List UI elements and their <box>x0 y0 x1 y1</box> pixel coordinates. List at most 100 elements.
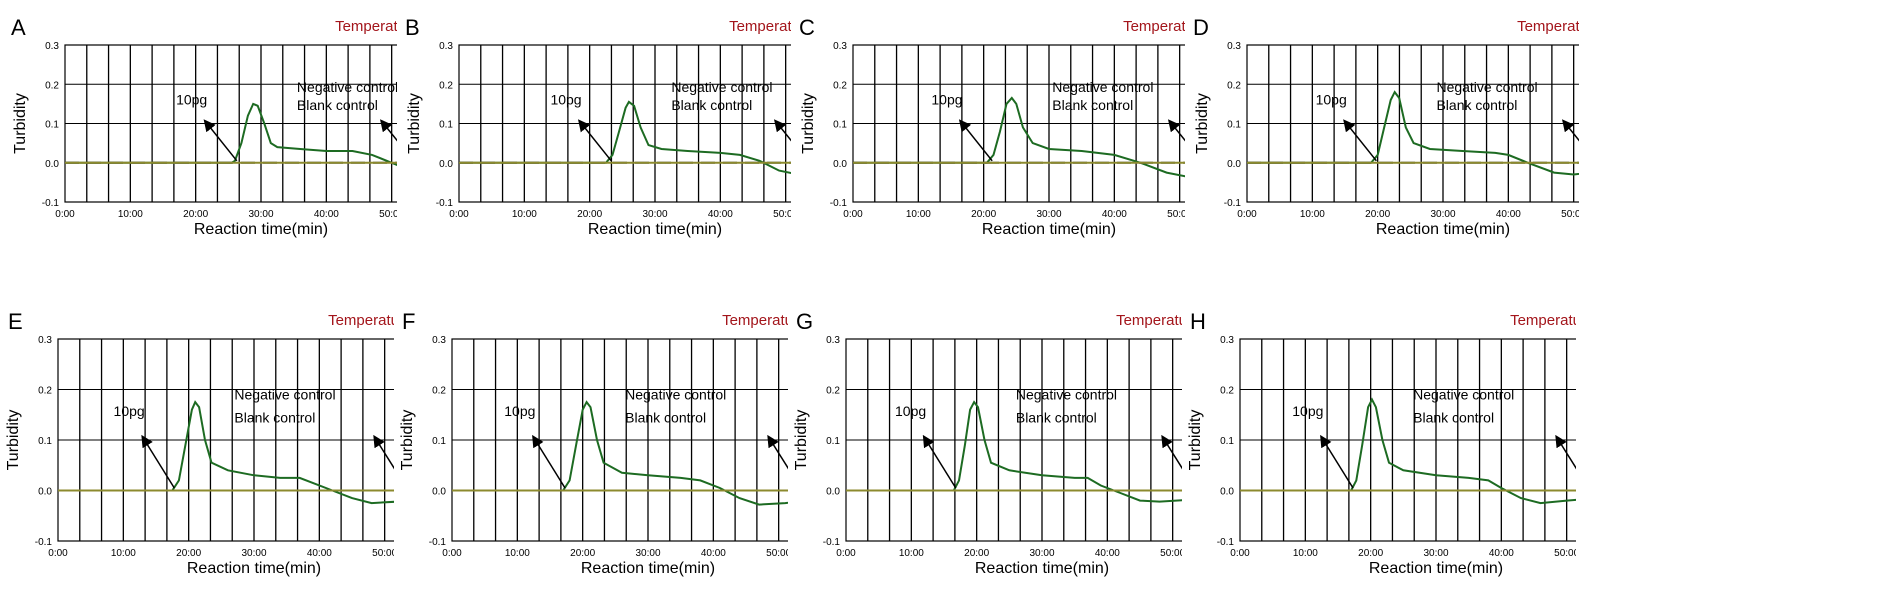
series-line-10pg <box>65 102 397 166</box>
x-tick-label: 30:00 <box>642 209 667 220</box>
x-tick-label: 10:00 <box>118 209 143 220</box>
x-tick-label: 50:00 <box>773 209 791 220</box>
chart-panel-g: G Temperature:67℃ 0.3 0.2 0.1 0.0 -0.10:00 10:0… <box>793 309 1182 577</box>
x-tick-label: 50:00 <box>379 209 397 220</box>
y-tick-label: -0.1 <box>436 198 454 209</box>
panel-letter: B <box>405 15 420 40</box>
y-tick-label: 0.0 <box>432 487 446 498</box>
panel-title: Temperature:63℃ <box>1123 18 1185 35</box>
panel-letter: G <box>796 309 813 334</box>
annotation-negative-control: Negative control <box>1052 79 1153 95</box>
y-tick-label: -0.1 <box>823 537 841 548</box>
x-tick-label: 10:00 <box>505 548 530 559</box>
y-tick-label: 0.1 <box>1220 436 1234 447</box>
annotation-negative-control: Negative control <box>297 79 397 95</box>
chart-panel-a: A Temperature:61℃ 0.3 0.2 0.1 0.0 -0.10:00 10:0… <box>11 15 397 238</box>
x-tick-label: 40:00 <box>708 209 733 220</box>
y-tick-label: 0.3 <box>439 41 453 52</box>
y-tick-label: -0.1 <box>35 537 53 548</box>
series-line-10pg <box>846 400 1182 503</box>
x-axis-label: Reaction time(min) <box>1376 221 1510 238</box>
x-tick-label: 10:00 <box>512 209 537 220</box>
annotation-blank-control: Blank control <box>625 409 706 425</box>
panel-title: Temperature:64℃ <box>1517 18 1579 35</box>
y-axis-label: Turbidity <box>399 410 416 471</box>
x-axis-label: Reaction time(min) <box>187 560 321 577</box>
x-tick-label: 20:00 <box>577 209 602 220</box>
y-tick-label: -0.1 <box>429 537 447 548</box>
y-tick-label: 0.2 <box>432 386 446 397</box>
x-tick-label: 0:00 <box>48 548 68 559</box>
x-axis-label: Reaction time(min) <box>581 560 715 577</box>
y-axis-label: Turbidity <box>800 93 817 154</box>
arrow-controls <box>773 119 791 142</box>
chart-panel-e: E Temperature:65℃ 0.3 0.2 0.1 0.0 -0.10:00 10:0… <box>5 309 394 577</box>
annotation-negative-control: Negative control <box>671 79 772 95</box>
series-line-10pg <box>58 400 394 505</box>
y-axis-label: Turbidity <box>1194 93 1211 154</box>
y-axis-label: Turbidity <box>1187 410 1204 471</box>
series-line-10pg <box>452 400 788 506</box>
x-tick-label: 10:00 <box>1293 548 1318 559</box>
annotation-10pg: 10pg <box>1316 92 1347 108</box>
panel-title: Temperature:68℃ <box>1510 312 1576 329</box>
annotation-negative-control: Negative control <box>625 387 726 403</box>
annotation-blank-control: Blank control <box>1052 97 1133 113</box>
chart-panel-h: H Temperature:68℃ 0.3 0.2 0.1 0.0 -0.10:00 10:0… <box>1187 309 1576 577</box>
y-axis-label: Turbidity <box>5 410 22 471</box>
y-tick-label: 0.1 <box>45 120 59 131</box>
annotation-negative-control: Negative control <box>1436 79 1537 95</box>
y-tick-label: 0.3 <box>826 335 840 346</box>
arrow-10pg <box>1343 119 1377 162</box>
arrow-controls <box>379 119 397 142</box>
panel-title: Temperature:62℃ <box>729 18 791 35</box>
panel-letter: E <box>8 309 23 334</box>
arrow-controls <box>1561 119 1579 142</box>
x-tick-label: 50:00 <box>372 548 394 559</box>
y-tick-label: 0.2 <box>45 80 59 91</box>
x-tick-label: 40:00 <box>701 548 726 559</box>
y-tick-label: 0.1 <box>38 436 52 447</box>
x-tick-label: 50:00 <box>1561 209 1579 220</box>
annotation-negative-control: Negative control <box>1016 387 1117 403</box>
x-tick-label: 0:00 <box>1230 548 1250 559</box>
arrow-10pg <box>922 434 957 489</box>
x-tick-label: 40:00 <box>1102 209 1127 220</box>
panel-letter: H <box>1190 309 1206 334</box>
x-tick-label: 10:00 <box>906 209 931 220</box>
x-tick-label: 30:00 <box>1029 548 1054 559</box>
x-tick-label: 0:00 <box>1237 209 1257 220</box>
x-tick-label: 20:00 <box>183 209 208 220</box>
annotation-10pg: 10pg <box>1292 403 1323 419</box>
y-tick-label: 0.0 <box>1220 487 1234 498</box>
annotation-10pg: 10pg <box>550 92 581 108</box>
x-tick-label: 50:00 <box>766 548 788 559</box>
y-tick-label: 0.0 <box>38 487 52 498</box>
series-line-10pg <box>853 96 1185 178</box>
arrow-controls <box>1167 119 1185 142</box>
y-axis-label: Turbidity <box>793 410 810 471</box>
x-tick-label: 30:00 <box>248 209 273 220</box>
annotation-10pg: 10pg <box>176 92 207 108</box>
arrow-controls <box>373 434 394 470</box>
annotation-10pg: 10pg <box>931 92 962 108</box>
x-axis-label: Reaction time(min) <box>194 221 328 238</box>
annotation-blank-control: Blank control <box>1016 409 1097 425</box>
arrow-10pg <box>577 119 612 162</box>
x-tick-label: 0:00 <box>442 548 462 559</box>
annotation-10pg: 10pg <box>895 403 926 419</box>
x-tick-label: 0:00 <box>836 548 856 559</box>
y-axis-label: Turbidity <box>12 93 29 154</box>
annotation-blank-control: Blank control <box>1413 409 1494 425</box>
x-tick-label: 20:00 <box>1365 209 1390 220</box>
y-tick-label: 0.0 <box>439 159 453 170</box>
annotation-blank-control: Blank control <box>234 409 315 425</box>
y-tick-label: 0.2 <box>833 80 847 91</box>
arrow-controls <box>1555 434 1576 470</box>
annotation-blank-control: Blank control <box>1436 97 1517 113</box>
y-tick-label: 0.0 <box>833 159 847 170</box>
x-axis-label: Reaction time(min) <box>1369 560 1503 577</box>
annotation-negative-control: Negative control <box>234 387 335 403</box>
x-tick-label: 10:00 <box>1300 209 1325 220</box>
y-tick-label: 0.0 <box>826 487 840 498</box>
